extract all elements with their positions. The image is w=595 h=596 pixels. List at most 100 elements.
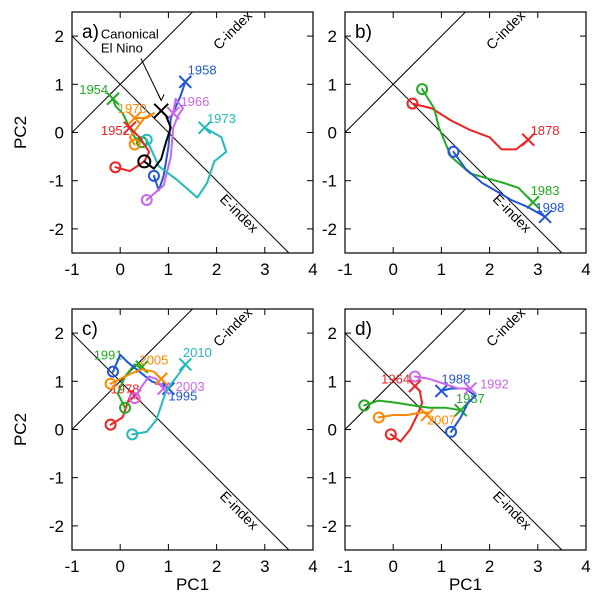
e-index-label: E-index (217, 488, 262, 533)
e-index-label: E-index (217, 191, 262, 236)
panel-1: C-indexE-index195419581966197019731952Ca… (11, 7, 318, 279)
y-tick-label: -2 (322, 517, 337, 536)
y-tick-label: 2 (328, 27, 337, 46)
series-line (131, 363, 187, 436)
end-cross (166, 106, 180, 120)
x-tick-label: 2 (212, 260, 221, 279)
series-line (112, 97, 143, 144)
x-tick-label: 3 (260, 260, 269, 279)
year-label: 1958 (188, 63, 217, 78)
annotation-text: Canonical (101, 27, 159, 42)
series-1964 (384, 379, 424, 443)
y-axis-title: PC2 (11, 116, 30, 149)
series-2010 (126, 357, 192, 441)
c-index-line (345, 309, 466, 431)
y-axis-title: PC2 (11, 413, 30, 446)
end-cross (123, 120, 137, 135)
end-cross (434, 384, 449, 398)
end-cross (153, 103, 169, 119)
x-tick-label: 4 (581, 557, 590, 576)
series-line (363, 399, 462, 412)
start-circle (445, 425, 458, 438)
start-circle (147, 169, 160, 182)
start-circle (447, 145, 460, 158)
y-tick-label: 1 (55, 75, 64, 94)
year-label: 2007 (427, 413, 456, 428)
annotation-arrowhead (157, 94, 165, 102)
panel-label: b) (355, 22, 372, 43)
x-tick-label: -1 (337, 557, 352, 576)
x-tick-label: 1 (164, 557, 173, 576)
c-index-line (345, 12, 466, 134)
end-cross (197, 120, 212, 135)
year-label: 1983 (531, 183, 560, 198)
x-tick-label: 0 (388, 260, 397, 279)
series-1966 (140, 97, 184, 206)
year-label: 1988 (441, 372, 470, 387)
y-tick-label: -2 (322, 220, 337, 239)
year-label: 1995 (168, 389, 197, 404)
x-tick-label: 4 (308, 260, 317, 279)
reference-lines (72, 309, 290, 550)
panel-label: a) (82, 22, 99, 43)
year-label: 1952 (101, 123, 130, 138)
start-circle (106, 365, 119, 378)
year-label: 1991 (94, 348, 123, 363)
start-circle (104, 377, 117, 390)
year-label: 2005 (139, 352, 168, 367)
y-tick-label: -2 (49, 517, 64, 536)
start-circle (140, 193, 153, 206)
year-label: 1992 (480, 377, 509, 392)
series-1970 (127, 111, 155, 151)
start-circle (126, 428, 139, 441)
start-circle (104, 418, 117, 431)
series-line (452, 150, 546, 218)
y-tick-label: 0 (328, 421, 337, 440)
series-line (377, 411, 431, 419)
x-tick-label: 2 (212, 557, 221, 576)
x-tick-label: 3 (533, 557, 542, 576)
series-line (421, 88, 534, 204)
end-cross (178, 357, 192, 372)
end-cross (521, 133, 535, 147)
series-1992 (408, 370, 478, 396)
end-cross (178, 75, 192, 89)
e-index-line (72, 332, 290, 550)
series-1878 (406, 97, 535, 151)
panel-label: c) (82, 319, 98, 340)
year-label: 1954 (79, 82, 108, 97)
y-tick-label: 1 (55, 372, 64, 391)
x-axis-title: PC1 (449, 575, 482, 594)
end-cross (420, 408, 434, 422)
start-circle (384, 428, 397, 441)
y-tick-label: 0 (55, 421, 64, 440)
y-tick-label: 2 (55, 324, 64, 343)
start-circle (128, 138, 141, 151)
start-circle (109, 161, 122, 174)
x-tick-label: 0 (115, 557, 124, 576)
y-tick-label: -1 (49, 172, 64, 191)
start-circle (358, 399, 371, 412)
x-axis-title: PC1 (176, 575, 209, 594)
annotation-text: El Nino (101, 41, 143, 56)
series-2007 (372, 408, 434, 424)
series-2005 (104, 368, 168, 390)
y-tick-label: 2 (328, 324, 337, 343)
x-tick-label: -1 (64, 557, 79, 576)
x-tick-label: 4 (581, 260, 590, 279)
series-1998 (447, 145, 552, 224)
x-tick-label: 1 (164, 260, 173, 279)
x-tick-label: 4 (308, 557, 317, 576)
c-index-line (72, 309, 193, 431)
end-cross (538, 210, 552, 224)
end-cross (453, 403, 468, 417)
x-tick-label: 1 (437, 260, 446, 279)
panel-label: d) (355, 319, 372, 340)
x-tick-label: 3 (533, 260, 542, 279)
plot-frame (344, 308, 587, 551)
year-label: 1966 (180, 94, 209, 109)
y-tick-label: 1 (328, 75, 337, 94)
end-cross (526, 195, 540, 210)
